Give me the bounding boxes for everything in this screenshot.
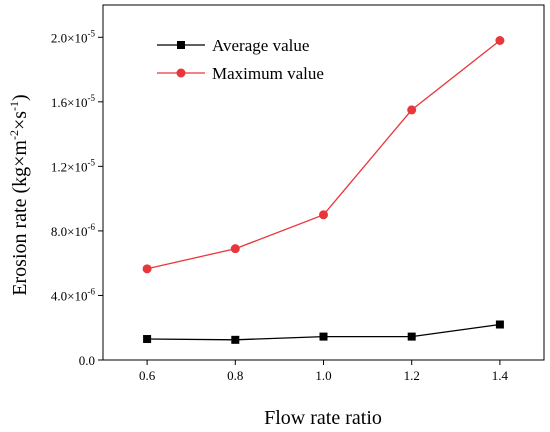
y-axis-title-sup1: -2 xyxy=(7,130,21,140)
x-tick-label: 1.2 xyxy=(404,368,420,383)
y-axis-title-sup2: -1 xyxy=(7,101,21,111)
y-tick-mantissa: 4.0×10 xyxy=(51,288,88,303)
series-point-circle xyxy=(495,36,505,45)
y-tick-exponent: -5 xyxy=(88,28,96,38)
legend-marker-circle xyxy=(176,68,186,78)
x-tick-label: 0.6 xyxy=(139,368,156,383)
y-tick-mantissa: 1.6×10 xyxy=(51,95,88,110)
y-tick-label: 1.6×10-5 xyxy=(51,93,96,110)
y-tick-exponent: -6 xyxy=(88,286,96,296)
series-point-square xyxy=(407,332,416,341)
series-point-circle xyxy=(407,105,417,115)
series-point-square xyxy=(143,335,152,344)
y-axis-title-end: ) xyxy=(9,94,31,101)
y-tick-exponent: -5 xyxy=(88,93,96,103)
y-axis-title-main: Erosion rate (kg×m xyxy=(9,140,31,296)
y-tick-exponent: -5 xyxy=(88,157,96,167)
legend-label: Maximum value xyxy=(212,64,324,83)
x-tick-label: 1.4 xyxy=(492,368,509,383)
series-point-square xyxy=(231,335,240,344)
x-tick-label: 1.0 xyxy=(315,368,331,383)
y-tick-mantissa: 0.0 xyxy=(79,353,95,368)
series-point-square xyxy=(319,332,328,341)
y-tick-label: 8.0×10-6 xyxy=(51,222,96,239)
y-tick-mantissa: 1.2×10 xyxy=(51,159,88,174)
y-tick-label: 4.0×10-6 xyxy=(51,286,96,303)
y-tick-exponent: -6 xyxy=(88,222,96,232)
legend: Average value Maximum value xyxy=(157,36,324,83)
y-tick-mantissa: 8.0×10 xyxy=(51,224,88,239)
y-tick-mantissa: 2.0×10 xyxy=(51,30,88,45)
series-point-square xyxy=(495,320,504,329)
legend-label: Average value xyxy=(212,36,309,55)
y-axis-ticks: 0.04.0×10-68.0×10-61.2×10-51.6×10-52.0×1… xyxy=(51,28,103,368)
y-tick-label: 1.2×10-5 xyxy=(51,157,96,174)
y-tick-label: 2.0×10-5 xyxy=(51,28,96,45)
series-point-circle xyxy=(142,264,152,274)
series-layer xyxy=(142,36,505,344)
legend-marker-square xyxy=(177,41,185,49)
x-tick-label: 0.8 xyxy=(227,368,243,383)
series-point-circle xyxy=(230,244,240,254)
x-axis-ticks: 0.6 0.8 1.0 1.2 1.4 xyxy=(139,360,509,383)
series-point-circle xyxy=(319,210,328,220)
y-axis-title: Erosion rate (kg×m-2×s-1) xyxy=(7,94,31,295)
y-axis-title-mid: ×s xyxy=(9,111,31,130)
x-axis-title: Flow rate ratio xyxy=(264,407,382,429)
y-tick-label: 0.0 xyxy=(79,353,95,368)
